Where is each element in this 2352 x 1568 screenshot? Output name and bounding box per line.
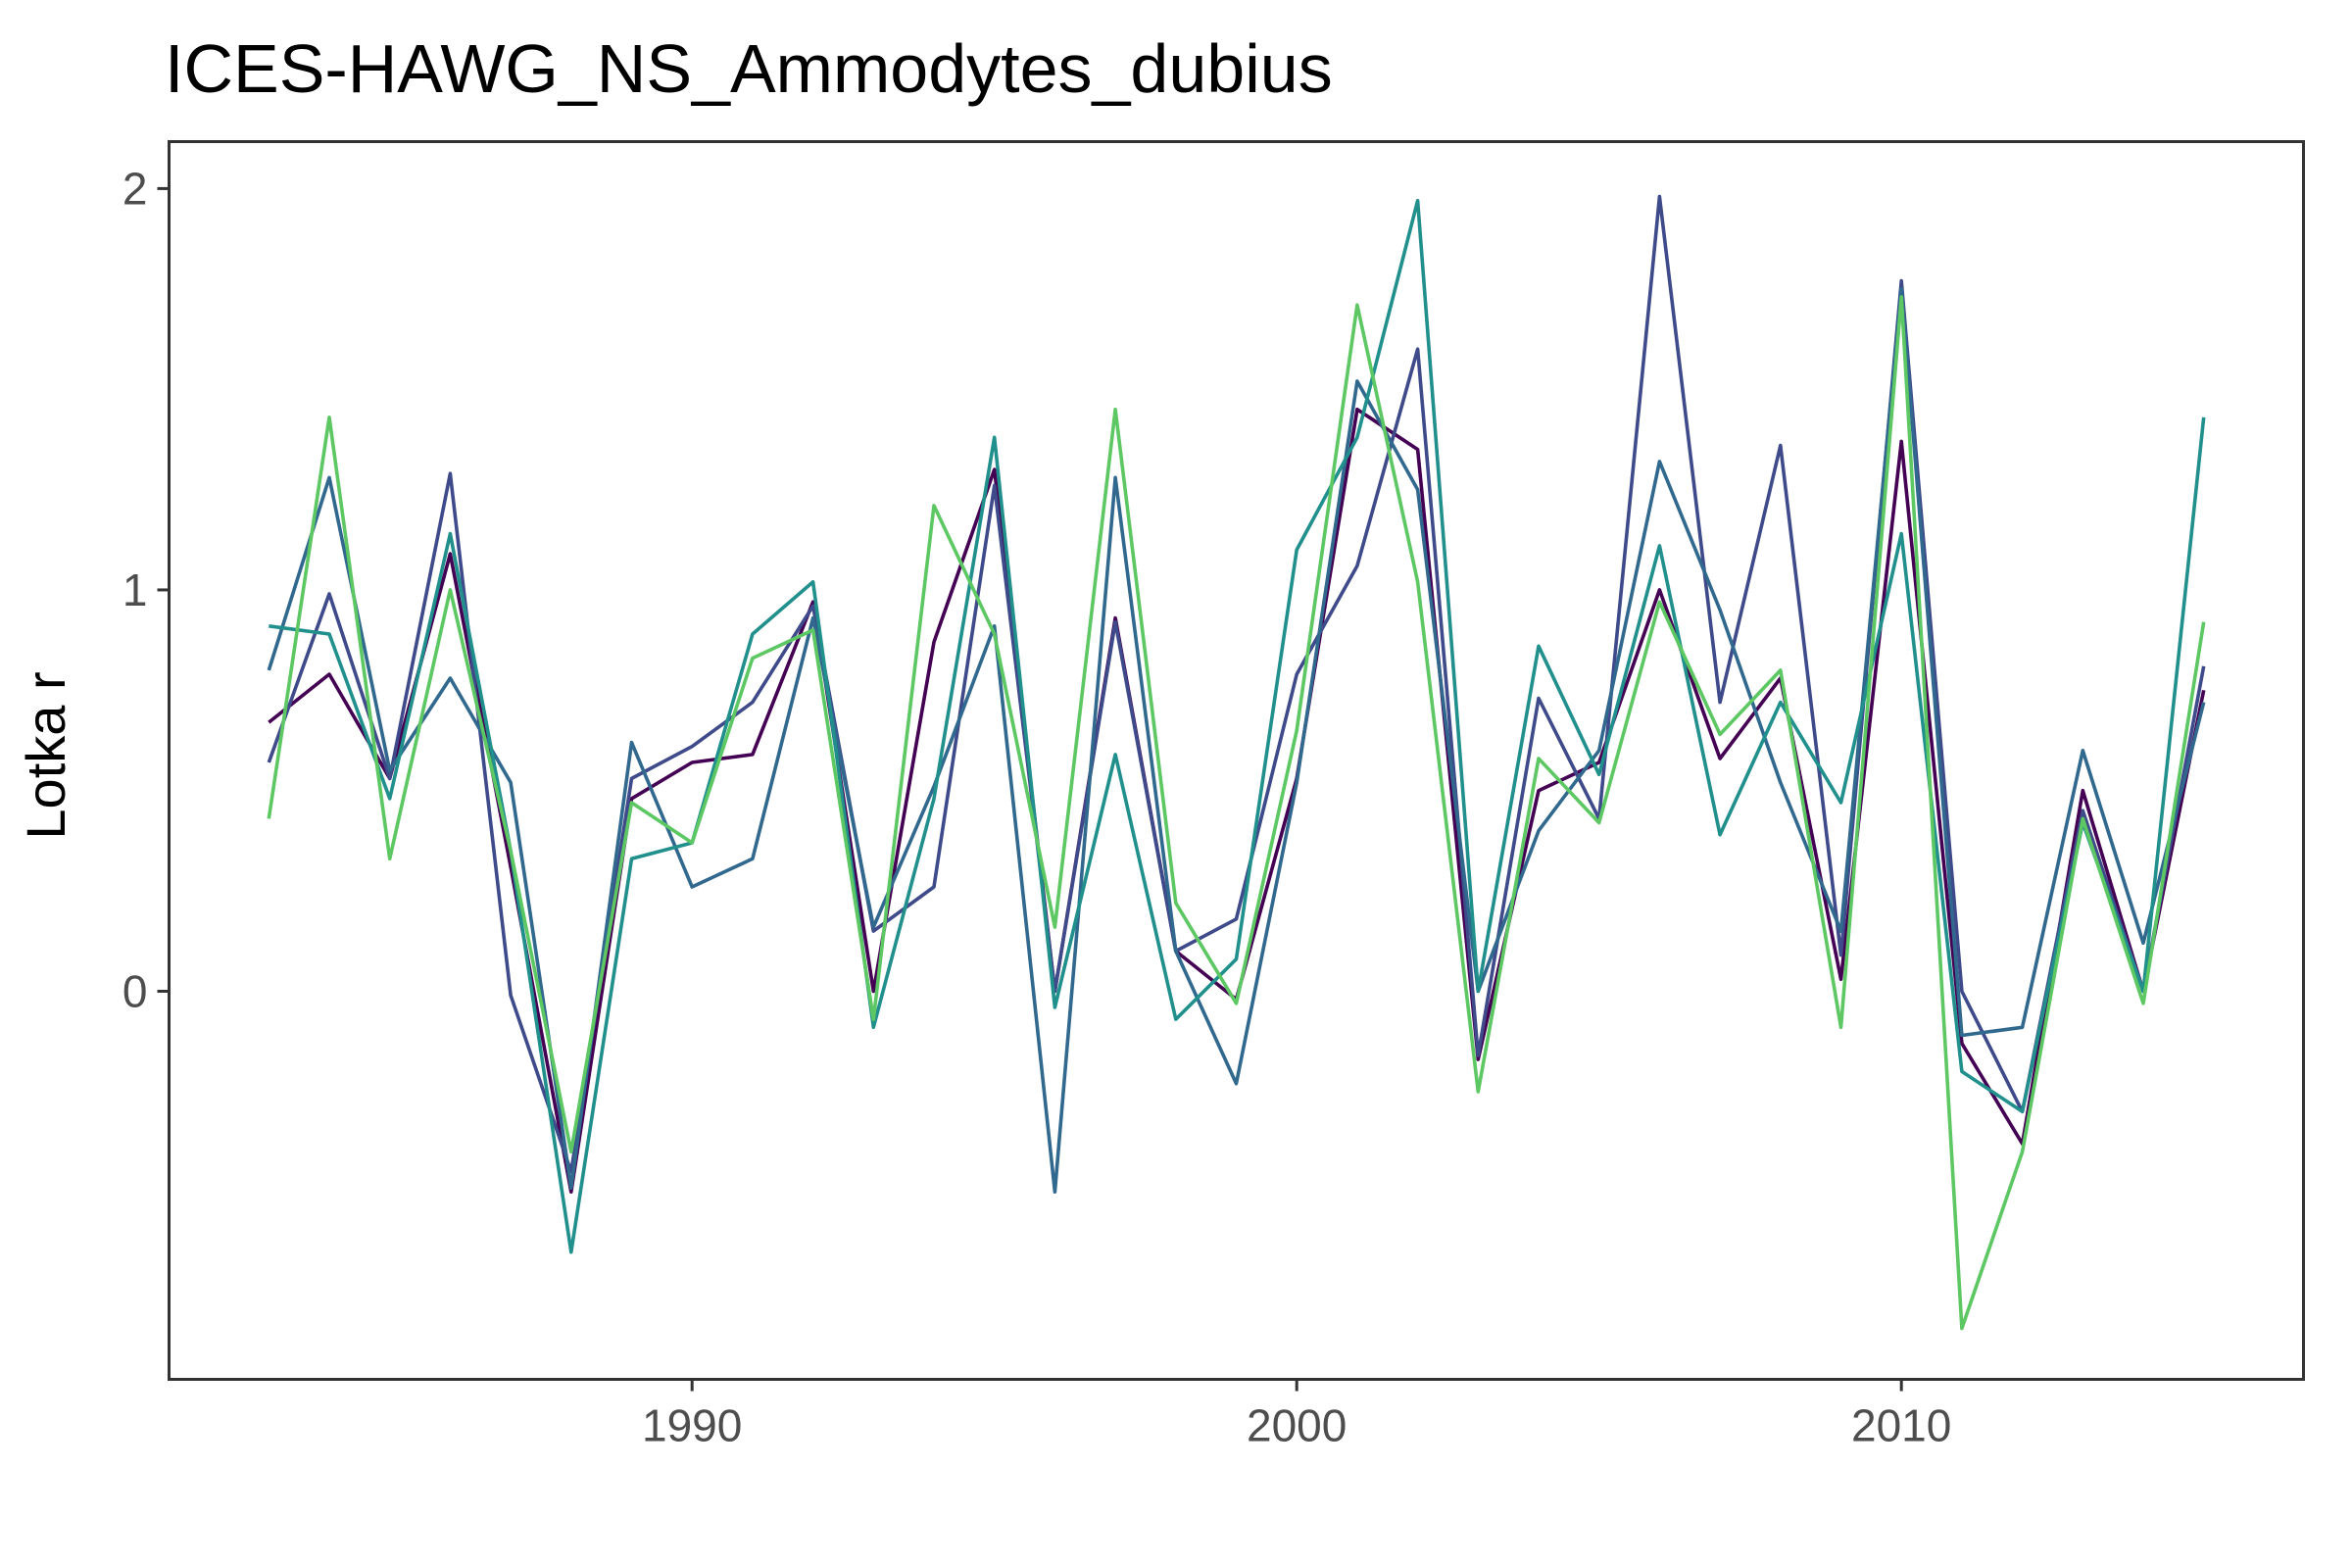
chart-title: ICES-HAWG_NS_Ammodytes_dubius [165,30,1333,107]
x-tick-label-2: 2000 [1247,1400,1347,1451]
y-tick-label-3: 2 [122,163,148,214]
x-tick-label-1: 1990 [642,1400,742,1451]
series-line-4 [269,198,2206,1254]
series-layer [267,194,2206,1331]
series-line-5 [267,295,2206,1331]
y-tick-label-1: 0 [122,965,148,1016]
y-axis-label: Lotka r [15,671,76,839]
x-axis: 1990 2000 2010 [642,1379,1951,1451]
x-tick-label-3: 2010 [1851,1400,1951,1451]
plot-panel [168,140,2305,1381]
y-axis: 0 1 2 [122,163,170,1016]
y-tick-label-2: 1 [122,564,148,615]
